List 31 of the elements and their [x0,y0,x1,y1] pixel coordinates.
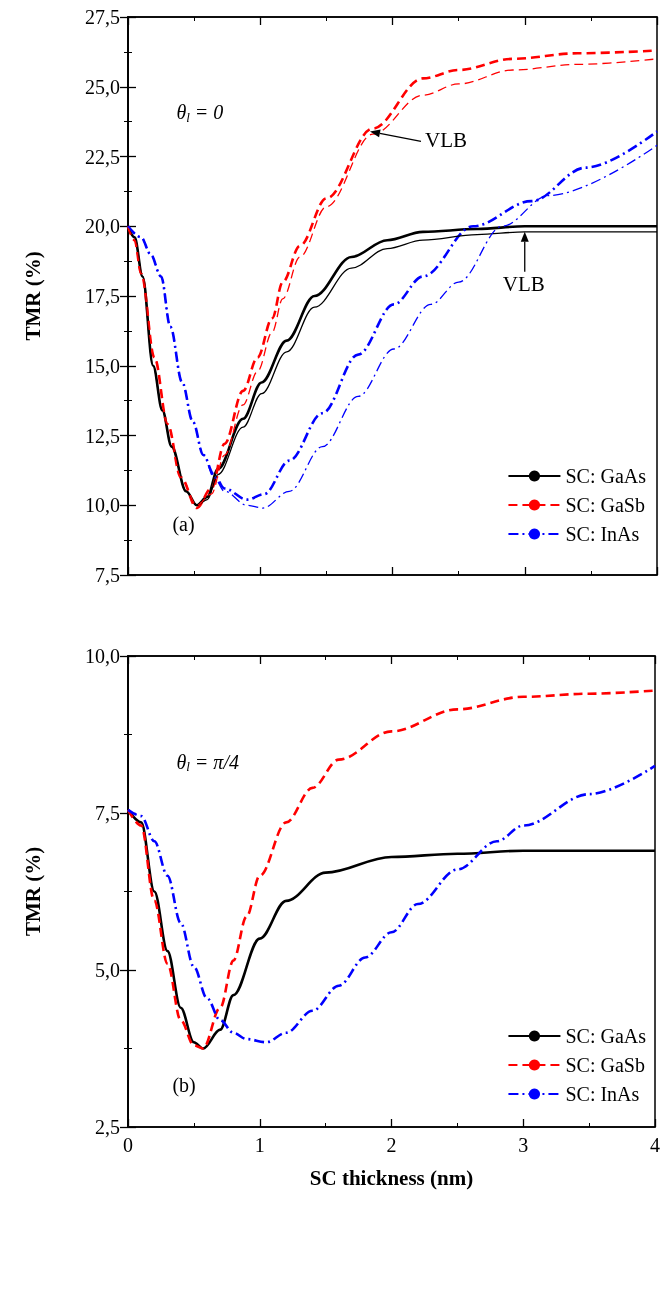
y-tick-label: 12,5 [85,424,120,447]
y-tick-label: 2,5 [95,1116,120,1138]
y-tick-label: 10,0 [85,645,120,667]
x-tick-label: 1 [254,1134,265,1156]
x-tick-label: 4 [650,1134,660,1156]
x-tick-label: 2 [386,1134,397,1156]
y-tick-label: 25,0 [85,75,120,98]
legend-label: SC: InAs [565,523,640,545]
y-axis-title: TMR (%) [20,251,45,341]
x-tick-label: 3 [518,1134,529,1156]
y-tick-label: 15,0 [85,354,120,377]
legend-label: SC: GaSb [565,1054,645,1076]
legend-label: SC: GaSb [565,494,645,516]
annotation: (b) [172,1074,196,1098]
legend-label: SC: GaAs [565,1025,647,1047]
annotation: VLB [502,272,545,297]
y-axis-title: TMR (%) [20,846,45,937]
y-tick-label: 7,5 [95,802,120,824]
y-tick-label: 7,5 [95,564,120,586]
y-tick-label: 20,0 [85,215,120,238]
y-tick-label: 27,5 [85,6,120,28]
y-tick-label: 10,0 [85,494,120,517]
legend-label: SC: InAs [565,1083,640,1105]
y-tick-label: 17,5 [85,285,120,307]
annotation: VLB [425,127,468,152]
x-tick-label: 0 [123,1134,133,1156]
legend-label: SC: GaAs [565,465,647,487]
x-axis-title: SC thickness (nm) [309,1165,474,1190]
annotation: (a) [172,512,195,536]
y-tick-label: 22,5 [85,145,120,168]
y-tick-label: 5,0 [95,959,120,981]
